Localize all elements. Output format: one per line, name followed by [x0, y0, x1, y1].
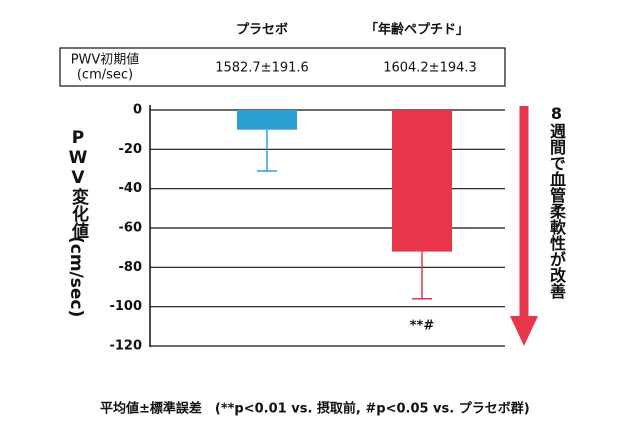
footnote: 平均値±標準誤差 (**p<0.01 vs. 摂取前, #p<0.05 vs. … — [100, 401, 530, 417]
side-note: 8週間で血管柔軟性が改善 — [547, 104, 566, 299]
bar — [392, 110, 452, 252]
y-tick-label: -60 — [119, 221, 143, 236]
category-label: 「年齢ペプチド」 — [365, 22, 469, 38]
y-tick-label: -120 — [109, 339, 142, 354]
bar — [237, 110, 297, 130]
arrow-head — [510, 316, 538, 346]
baseline-value: 1604.2±194.3 — [383, 61, 477, 76]
baseline-label: PWV初期値 — [71, 52, 140, 68]
y-tick-label: -40 — [119, 181, 143, 196]
y-tick-label: -100 — [109, 299, 142, 314]
y-tick-label: -20 — [119, 142, 143, 157]
y-label: PWV変化値 — [68, 128, 88, 239]
baseline-value: 1582.7±191.6 — [215, 61, 309, 76]
y-unit: (cm/sec) — [66, 236, 86, 318]
baseline-unit: (cm/sec) — [77, 68, 133, 83]
baseline-box — [59, 47, 506, 87]
annotation: **# — [410, 319, 435, 334]
category-label: プラセボ — [236, 22, 288, 38]
y-tick-label: 0 — [133, 103, 142, 118]
y-tick-label: -80 — [119, 260, 143, 275]
